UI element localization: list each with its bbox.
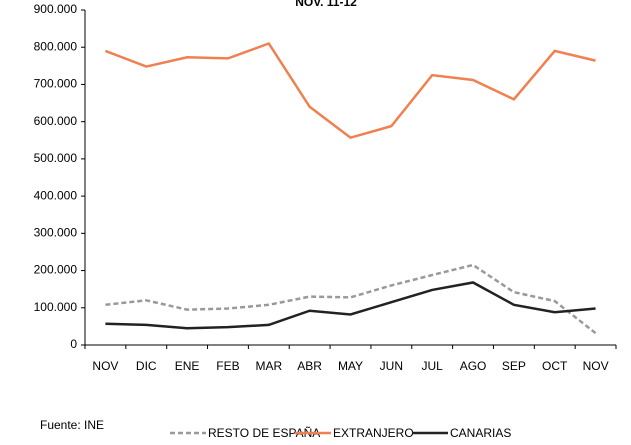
x-tick-label: SEP [502, 359, 526, 373]
x-tick-label: JUL [422, 359, 444, 373]
series-line [105, 281, 596, 330]
legend-label: EXTRANJERO [333, 426, 414, 440]
x-tick-label: JUN [380, 359, 403, 373]
y-tick-label: 400.000 [34, 188, 78, 202]
y-tick-label: 0 [70, 337, 77, 351]
y-tick-label: 300.000 [34, 226, 78, 240]
y-tick-label: 900.000 [34, 2, 78, 16]
x-tick-label: MAY [338, 359, 363, 373]
y-tick-label: 100.000 [34, 300, 78, 314]
y-tick-label: 500.000 [34, 151, 78, 165]
legend-label: RESTO DE ESPAÑA [208, 426, 320, 440]
y-tick-label: 600.000 [34, 114, 78, 128]
y-tick-label: 800.000 [34, 39, 78, 53]
x-tick-label: MAR [255, 359, 282, 373]
legend-label: CANARIAS [450, 426, 511, 440]
x-tick-label: OCT [542, 359, 568, 373]
y-tick-label: 700.000 [34, 77, 78, 91]
series-line [105, 263, 597, 335]
series-line [104, 41, 596, 140]
x-tick-label: AGO [460, 359, 487, 373]
x-tick-label: NOV [583, 359, 609, 373]
x-tick-label: NOV [92, 359, 118, 373]
y-tick-label: 200.000 [34, 263, 78, 277]
x-tick-label: ABR [297, 359, 322, 373]
source: Fuente: INE [40, 418, 104, 432]
chart-title: NOV. 11-12 [295, 0, 357, 9]
x-tick-label: ENE [175, 359, 200, 373]
x-tick-label: DIC [136, 359, 157, 373]
x-tick-label: FEB [216, 359, 239, 373]
